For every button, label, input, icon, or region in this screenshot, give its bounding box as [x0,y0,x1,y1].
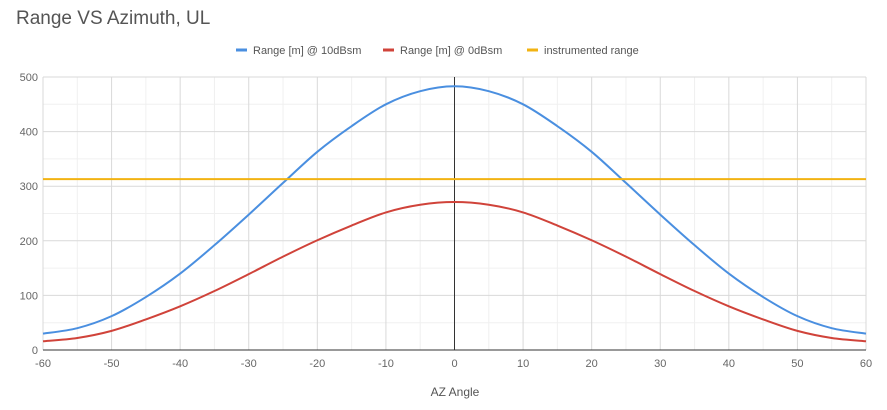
legend-label-1: Range [m] @ 10dBsm [253,45,361,57]
legend: Range [m] @ 10dBsm Range [m] @ 0dBsm instr… [236,45,639,57]
x-tick-label: 20 [586,358,598,370]
y-tick-label: 400 [20,127,38,139]
y-tick-label: 200 [20,236,38,248]
series-line-2 [42,201,867,343]
x-tick-label: 40 [723,358,735,370]
legend-label-3: instrumented range [544,45,639,57]
x-tick-label: -40 [172,358,188,370]
series-lines [42,85,867,343]
chart-title: Range VS Azimuth, UL [16,8,211,29]
x-tick-label: 30 [654,358,666,370]
x-axis-title: AZ Angle [431,385,480,399]
x-tick-label: 0 [451,358,457,370]
x-tick-label: 10 [517,358,529,370]
x-tick-label: 50 [791,358,803,370]
y-tick-label: 0 [32,345,38,357]
axes: -60 -50 -40 -30 -20 -10 0 10 20 30 40 50 60 0 100 200 30… [20,72,872,370]
x-tick-label: -30 [241,358,257,370]
x-tick-label: 60 [860,358,872,370]
legend-label-2: Range [m] @ 0dBsm [400,45,502,57]
series-line-1 [42,85,867,335]
x-tick-label: -10 [378,358,394,370]
grid [42,76,867,350]
y-tick-label: 300 [20,181,38,193]
x-tick-label: -20 [309,358,325,370]
x-tick-label: -60 [35,358,51,370]
x-tick-label: -50 [104,358,120,370]
y-tick-label: 100 [20,290,38,302]
y-tick-label: 500 [20,72,38,84]
